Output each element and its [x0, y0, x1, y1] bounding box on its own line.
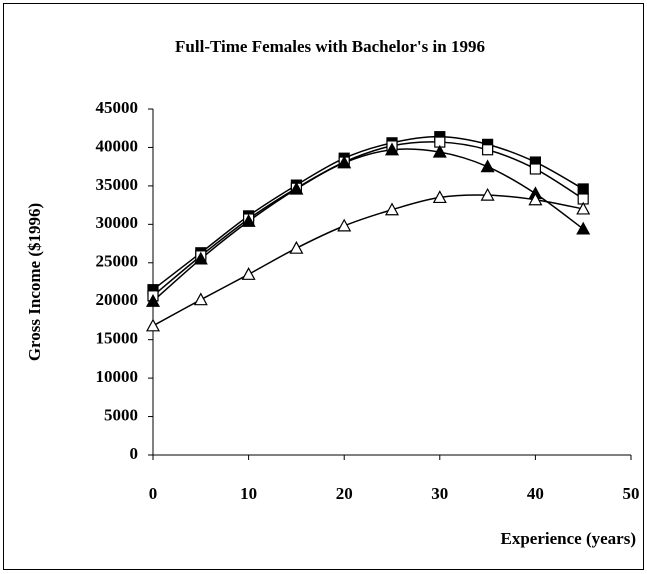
marker [337, 218, 352, 232]
y-tick-label: 25000 [96, 252, 139, 271]
y-tick-label: 10000 [96, 367, 139, 386]
marker [145, 318, 161, 332]
chart-border [3, 3, 644, 570]
series-line [152, 148, 584, 302]
series-line [152, 141, 584, 297]
x-tick-label: 50 [623, 484, 640, 503]
marker [432, 190, 447, 204]
marker [577, 183, 589, 195]
x-tick-label: 10 [240, 484, 257, 503]
marker [289, 181, 304, 195]
x-tick-label: 20 [336, 484, 353, 503]
series-line [152, 135, 584, 291]
marker [241, 214, 256, 227]
x-tick-label: 0 [149, 484, 158, 503]
marker [193, 251, 208, 265]
y-axis-label: Gross Income ($1996) [25, 203, 44, 361]
marker [482, 144, 494, 156]
y-tick-label: 35000 [96, 175, 139, 194]
x-tick-label: 40 [527, 484, 544, 503]
marker [480, 187, 495, 201]
x-tick-label: 30 [431, 484, 448, 503]
marker [241, 267, 256, 280]
marker [145, 293, 161, 307]
y-tick-label: 40000 [96, 136, 139, 155]
chart-title: Full-Time Females with Bachelor's in 199… [175, 37, 485, 56]
marker [384, 142, 400, 156]
marker [384, 202, 400, 216]
series-line [152, 194, 584, 327]
marker [529, 163, 542, 175]
y-tick-label: 45000 [96, 98, 139, 117]
marker [576, 221, 591, 235]
marker [337, 155, 352, 169]
marker [528, 192, 543, 206]
marker [289, 240, 304, 254]
marker [480, 159, 495, 173]
y-tick-label: 0 [130, 444, 139, 463]
x-axis-label: Experience (years) [501, 529, 636, 548]
marker [432, 144, 447, 158]
y-tick-label: 20000 [96, 290, 139, 309]
y-tick-label: 30000 [96, 213, 139, 232]
marker [576, 201, 591, 215]
y-tick-label: 5000 [104, 405, 138, 424]
y-tick-label: 15000 [96, 329, 139, 348]
marker [193, 292, 208, 306]
